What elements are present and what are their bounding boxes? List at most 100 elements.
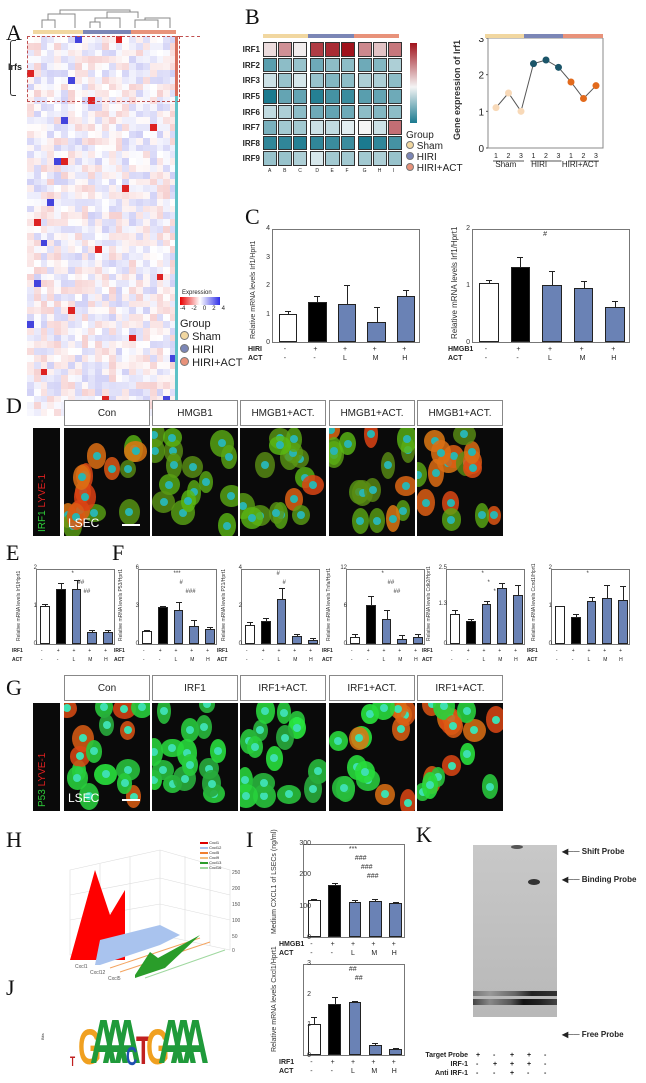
y-tick: 0: [466, 339, 470, 346]
heatmap-cell: [122, 334, 130, 342]
svg-text:2: 2: [478, 71, 484, 82]
emsa-gel: [473, 845, 557, 1017]
heatmap-cell: [149, 348, 158, 356]
heatmap-cell: [88, 219, 96, 227]
heatmap-cell: [102, 375, 110, 383]
heatmap-cell: [61, 131, 69, 139]
heatmap-cell: [108, 49, 117, 57]
heatmap-cell: [136, 192, 144, 200]
y-tick: 0: [343, 641, 347, 647]
y-axis-label: Relative mRNA levels Ccnd1/Hprt1: [531, 563, 537, 641]
heatmap-cell: [95, 144, 103, 152]
motif-letter: A: [182, 1007, 209, 1077]
heatmap-cell: [40, 42, 48, 51]
group-bar-hiri-act: [131, 30, 176, 34]
heatmap-cell: [67, 90, 76, 98]
nucleus: [152, 747, 159, 756]
row-value: H: [611, 355, 617, 362]
y-tick: 3: [266, 253, 270, 261]
heatmap-cell: [47, 259, 55, 268]
heatmap-cell: [156, 321, 164, 329]
heatmap-cell: [47, 103, 55, 112]
error-bar: [314, 899, 316, 901]
heatmap-cell: [88, 42, 96, 51]
bar: [307, 900, 321, 937]
heatmap-cell: [129, 307, 137, 315]
heatmap-cell: [40, 192, 48, 200]
heatmap-cell: [47, 273, 55, 281]
heatmap-cell: [156, 368, 164, 376]
significance-mark: ###: [185, 589, 196, 595]
heatmap-cell: [156, 131, 164, 139]
nucleus: [403, 798, 412, 807]
heatmap-cell: [33, 300, 42, 308]
heatmap-cell: [40, 293, 48, 302]
heatmap-cell: [149, 205, 158, 213]
heatmap-cell: [163, 232, 171, 241]
heatmap-cell: [108, 266, 117, 274]
nucleus: [71, 512, 80, 521]
bar: [87, 631, 98, 644]
heatmap-cell: [74, 103, 83, 112]
svg-text:100: 100: [232, 918, 240, 924]
heatmap-cell: [142, 171, 151, 179]
heatmap-cell: [136, 341, 144, 349]
heatmap-cell: [88, 293, 96, 302]
heatmap-cell: [136, 280, 144, 288]
heatmap-cell: [47, 137, 55, 146]
heatmap-cell: [81, 185, 89, 193]
nucleus: [99, 703, 108, 711]
chart-frame: [241, 569, 320, 645]
heatmap-cell: [149, 117, 158, 125]
heatmap-cell: [88, 348, 96, 356]
heatmap-cell: [33, 239, 42, 247]
heatmap-cell: [115, 144, 123, 152]
heatmap-cell: [47, 253, 55, 261]
heatmap-cell: [74, 178, 83, 186]
y-tick: 4: [238, 565, 242, 571]
heatmap-cell: [95, 388, 103, 397]
heatmap-cell: [136, 219, 144, 227]
heatmap-cell: [170, 151, 177, 159]
heatmap-cell: [95, 137, 103, 146]
heatmap-cell: [54, 144, 62, 152]
heatmap-cell: [81, 178, 89, 186]
heatmap-cell: [142, 36, 151, 44]
row-value: M: [88, 657, 93, 663]
heatmap-cell: [108, 361, 117, 369]
heatmap-cell: [61, 124, 69, 132]
heatmap-cell: [54, 205, 62, 213]
nucleus: [159, 497, 168, 506]
heatmap-cell: [136, 253, 144, 261]
nucleus: [168, 433, 177, 442]
row-value: +: [174, 648, 178, 654]
nucleus: [79, 734, 88, 743]
heatmap-cell: [108, 239, 117, 247]
heatmap-cell: [108, 382, 117, 390]
svg-text:150: 150: [232, 902, 240, 908]
heatmap-cell: [81, 49, 89, 57]
heatmap-cell: [122, 239, 130, 247]
heatmap-cell: [170, 56, 177, 64]
heatmap-cell: [33, 69, 42, 78]
heatmap-cell: [136, 232, 144, 241]
heatmap-cell: [142, 287, 151, 295]
significance-mark: ##: [348, 966, 357, 973]
heatmap-cell: [33, 42, 42, 51]
heatmap-cell: [142, 246, 151, 254]
error-bar: [376, 307, 378, 323]
heatmap-cell: [129, 321, 137, 329]
nucleus: [290, 435, 299, 444]
heatmap-cell: [156, 341, 164, 349]
heatmap-cell: [149, 124, 158, 132]
error-cap: [467, 618, 474, 620]
heatmap-cell: [156, 158, 164, 166]
heatmap-cell: [81, 69, 89, 78]
heatmap-cell: [81, 56, 89, 64]
heatmap-cell: [149, 368, 158, 376]
row-value: +: [571, 648, 575, 654]
heatmap-cell: [115, 212, 123, 220]
heatmap-cell: [170, 348, 177, 356]
error-bar: [386, 611, 388, 619]
heatmap-cell: [156, 259, 164, 268]
